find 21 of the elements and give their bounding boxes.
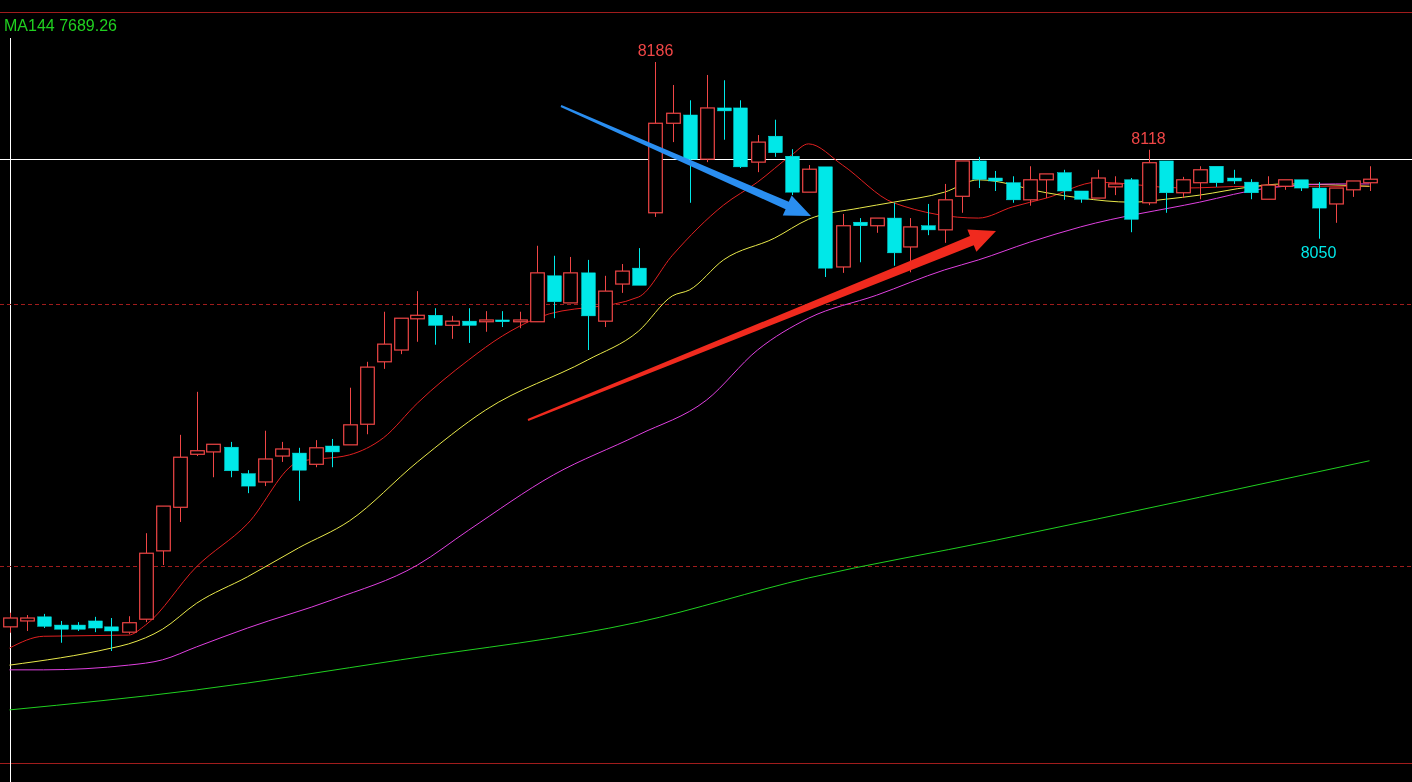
candlestick (428, 307, 443, 346)
candlestick (938, 183, 953, 244)
annotation: 8118 (1131, 129, 1166, 147)
candlestick (173, 434, 188, 523)
annotation: 8186 (637, 42, 674, 59)
candlestick (581, 259, 596, 351)
candlestick (853, 217, 868, 263)
candlestick (666, 84, 681, 143)
candlestick (1244, 178, 1259, 200)
candlestick (224, 441, 239, 478)
candlestick (1142, 149, 1157, 206)
candlestick (445, 315, 460, 340)
text: MA144 7689.26 (4, 17, 118, 34)
candlestick (1006, 175, 1021, 204)
candlestick (462, 307, 477, 344)
candlestick (887, 202, 902, 267)
candlestick (768, 119, 783, 158)
candlestick (377, 311, 392, 370)
annotation: 8050 (1300, 243, 1337, 261)
candlestick (648, 61, 663, 218)
candlestick (547, 255, 562, 319)
